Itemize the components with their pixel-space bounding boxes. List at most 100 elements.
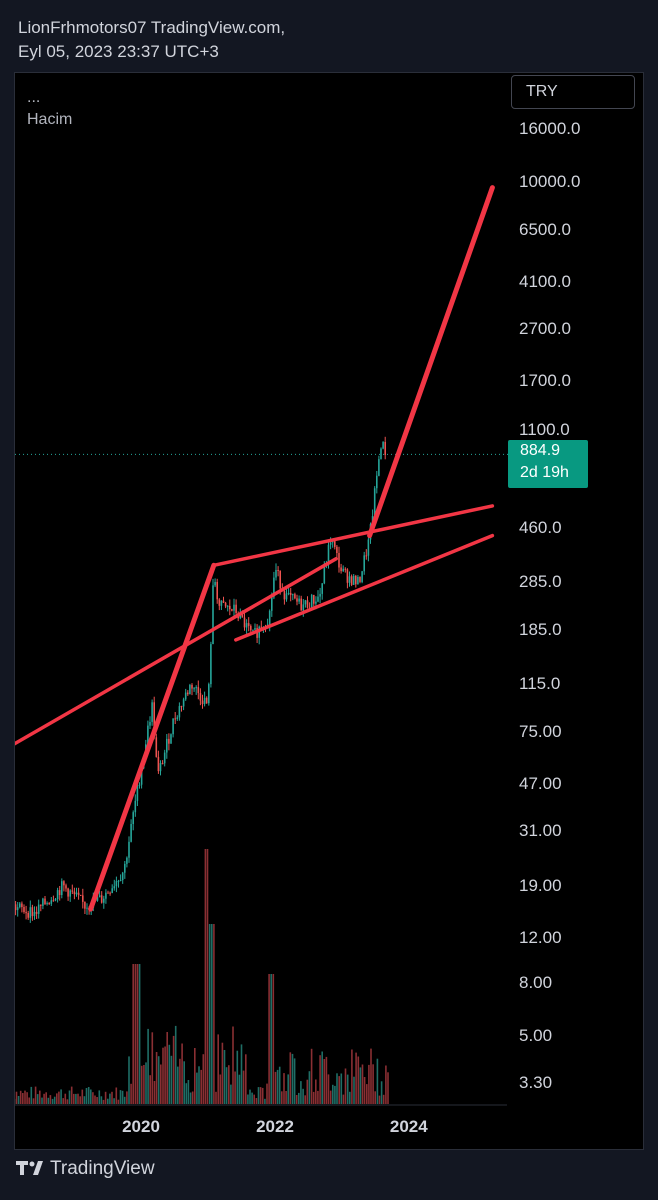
volume-bar bbox=[64, 1093, 67, 1104]
trendline[interactable] bbox=[234, 533, 495, 642]
volume-bar bbox=[160, 1064, 162, 1104]
candle bbox=[103, 895, 105, 909]
volume-bar bbox=[73, 1093, 75, 1104]
volume-bar bbox=[264, 1098, 266, 1104]
indicator-menu[interactable]: ... bbox=[27, 89, 41, 106]
candle bbox=[245, 619, 248, 634]
volume-bar bbox=[274, 1071, 277, 1104]
candle bbox=[376, 471, 378, 494]
volume-bar bbox=[283, 1073, 285, 1104]
volume-bar bbox=[157, 1056, 160, 1104]
volume-bar bbox=[323, 1059, 326, 1104]
candle bbox=[58, 886, 61, 901]
y-tick-label: 2700.0 bbox=[519, 319, 571, 339]
volume-indicator-label[interactable]: Hacim bbox=[27, 111, 73, 128]
volume-bar bbox=[361, 1064, 364, 1104]
volume-bar bbox=[47, 1097, 50, 1104]
volume-bar bbox=[215, 1091, 217, 1104]
candle bbox=[233, 598, 235, 617]
candle bbox=[180, 705, 183, 712]
currency-selector[interactable]: TRY bbox=[511, 75, 635, 109]
volume-bar bbox=[334, 1085, 336, 1104]
volume-bar bbox=[123, 1096, 126, 1104]
candle bbox=[340, 563, 342, 574]
volume-bar bbox=[70, 1086, 73, 1104]
tradingview-brand[interactable]: TradingView bbox=[16, 1158, 155, 1180]
candle bbox=[344, 567, 347, 573]
candle bbox=[348, 571, 351, 587]
volume-bar bbox=[285, 1091, 287, 1104]
volume-bar bbox=[232, 1026, 234, 1104]
candle bbox=[338, 546, 340, 573]
volume-bar bbox=[126, 1091, 128, 1104]
volume-bar bbox=[236, 1050, 239, 1104]
candle bbox=[378, 455, 380, 477]
volume-bar bbox=[208, 924, 211, 1104]
chart-panel[interactable]: ... Hacim TRY 16000.0 10000.0 6500.0 4100.0… bbox=[14, 72, 644, 1150]
volume-bar bbox=[92, 1092, 94, 1104]
volume-bar bbox=[340, 1073, 343, 1104]
candle bbox=[235, 599, 237, 617]
candle bbox=[44, 896, 46, 905]
volume-bar bbox=[346, 1074, 349, 1104]
volume-bar bbox=[43, 1093, 45, 1104]
candle bbox=[54, 898, 57, 902]
y-tick-label: 12.00 bbox=[519, 927, 562, 947]
candle bbox=[79, 894, 82, 896]
volume-bar bbox=[168, 1044, 171, 1104]
volume-bar bbox=[66, 1099, 69, 1104]
volume-bar bbox=[332, 1084, 334, 1104]
candle bbox=[113, 879, 116, 891]
candle bbox=[357, 575, 359, 585]
volume-bar bbox=[368, 1064, 370, 1104]
candle bbox=[187, 690, 189, 696]
y-tick-label: 8.00 bbox=[519, 973, 553, 993]
trendline[interactable] bbox=[15, 556, 338, 748]
volume-bar bbox=[181, 1043, 183, 1104]
volume-bar bbox=[327, 1074, 330, 1104]
candle bbox=[184, 688, 187, 701]
volume-bar bbox=[162, 1047, 164, 1104]
candle bbox=[77, 887, 80, 900]
candle bbox=[172, 718, 174, 738]
candle bbox=[306, 596, 309, 609]
volume-bar bbox=[107, 1098, 109, 1104]
volume-bar bbox=[202, 1054, 205, 1104]
chart-plot[interactable] bbox=[15, 73, 643, 1149]
candle bbox=[285, 588, 288, 602]
candle bbox=[170, 733, 172, 744]
volume-bar bbox=[319, 1055, 321, 1104]
volume-bar bbox=[238, 1074, 241, 1104]
chart-timestamp: Eyl 05, 2023 23:37 UTC+3 bbox=[18, 42, 219, 61]
y-tick-label: 31.00 bbox=[519, 821, 562, 841]
volume-bar bbox=[151, 1032, 154, 1104]
candle bbox=[321, 583, 323, 600]
volume-bar bbox=[217, 1034, 219, 1104]
candle bbox=[126, 856, 128, 868]
volume-bar bbox=[194, 1048, 196, 1104]
volume-bar bbox=[68, 1090, 71, 1104]
candle bbox=[119, 874, 122, 882]
candle bbox=[15, 901, 17, 916]
candle bbox=[50, 897, 53, 906]
chart-author: LionFrhmotors07 TradingView.com, bbox=[18, 18, 286, 37]
volume-bar bbox=[306, 1079, 309, 1104]
trendline[interactable] bbox=[88, 562, 217, 912]
brand-name: TradingView bbox=[50, 1158, 155, 1179]
candle bbox=[86, 903, 88, 915]
volume-bar bbox=[219, 1074, 222, 1104]
trendline[interactable] bbox=[367, 185, 495, 539]
candle bbox=[178, 702, 181, 721]
candle bbox=[109, 891, 111, 896]
candle bbox=[193, 687, 195, 692]
candle bbox=[182, 697, 185, 711]
candle bbox=[210, 641, 212, 688]
volume-bar bbox=[342, 1094, 345, 1104]
volume-bar bbox=[53, 1096, 56, 1104]
volume-bar bbox=[372, 1064, 374, 1104]
volume-bar bbox=[213, 924, 215, 1104]
candle bbox=[367, 534, 370, 562]
trendline[interactable] bbox=[212, 504, 495, 568]
candle bbox=[222, 596, 225, 603]
y-tick-label: 460.0 bbox=[519, 517, 562, 537]
